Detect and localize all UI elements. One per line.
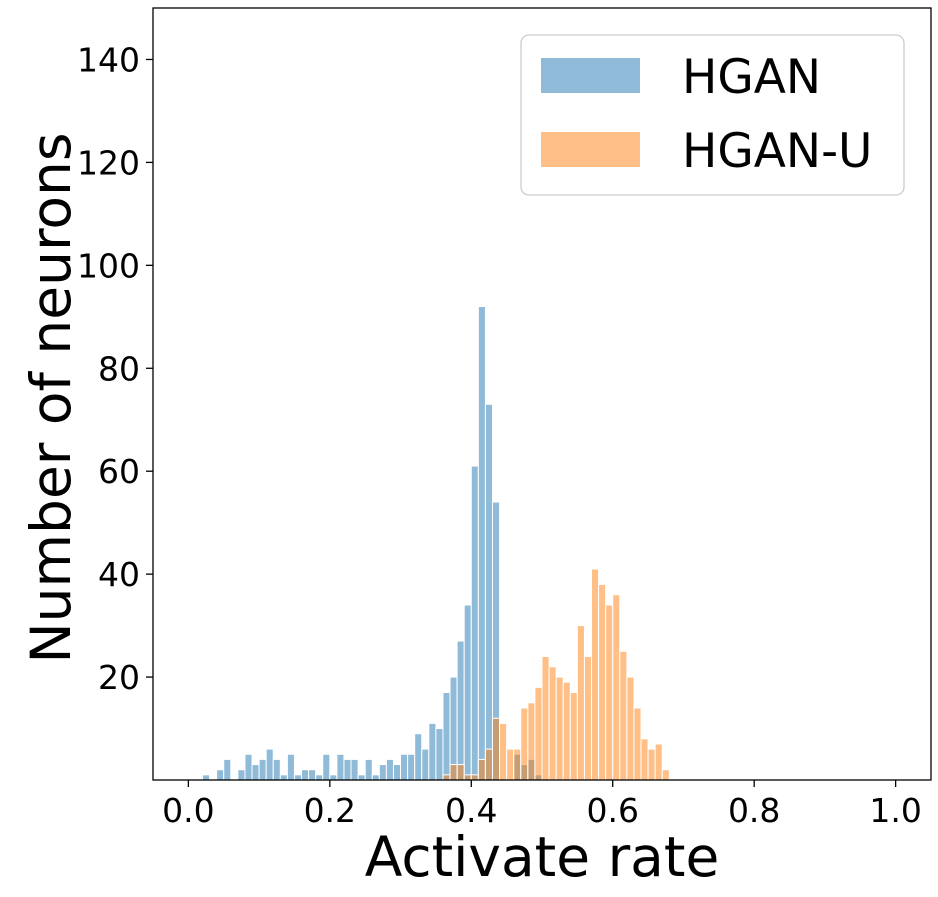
histogram-bar xyxy=(350,758,359,781)
y-axis-label: Number of neurons xyxy=(19,132,83,663)
x-tick-label: 0.6 xyxy=(586,791,638,830)
histogram-bar xyxy=(647,748,656,781)
histogram-bar xyxy=(251,764,260,781)
histogram-bar xyxy=(202,774,211,781)
series-hgan xyxy=(202,306,543,781)
histogram-bar xyxy=(364,758,373,781)
histogram-bar xyxy=(626,676,635,781)
ticks-layer: 0.0 0.2 0.4 0.6 0.8 1.0 20 40 60 80 100 120 140 xyxy=(77,40,922,830)
histogram-bar xyxy=(272,758,281,781)
histogram-bar xyxy=(435,728,444,781)
histogram-bar xyxy=(534,686,543,781)
histogram-bar xyxy=(541,655,550,781)
y-tick-label: 60 xyxy=(98,452,140,491)
histogram-bar xyxy=(640,738,649,781)
histogram-bar xyxy=(470,465,479,781)
histogram-bar xyxy=(357,774,366,781)
x-axis-label: Activate rate xyxy=(365,825,720,889)
histogram-bar xyxy=(286,753,295,781)
histogram-bar xyxy=(484,748,493,781)
histogram-bar xyxy=(513,748,522,781)
histogram-bar xyxy=(400,753,409,781)
histogram-bar xyxy=(520,707,529,781)
histogram-bar xyxy=(591,568,600,781)
histogram-bar xyxy=(237,769,246,781)
histogram-bar xyxy=(216,769,225,781)
histogram-bar xyxy=(258,758,267,781)
histogram-bar xyxy=(605,604,614,781)
histogram-bar xyxy=(583,655,593,781)
histogram-bar xyxy=(661,769,670,781)
y-tick-label: 80 xyxy=(98,349,140,388)
histogram-bar xyxy=(555,676,564,781)
histogram-bar xyxy=(463,774,472,781)
legend-swatch-hgan xyxy=(541,58,640,93)
histogram-bar xyxy=(322,753,331,781)
y-tick-label: 20 xyxy=(98,658,140,697)
histogram-bar xyxy=(619,650,628,781)
histogram-bar xyxy=(449,764,458,781)
histogram-bar xyxy=(301,769,310,781)
histogram-bar xyxy=(442,692,451,781)
histogram-bar xyxy=(407,753,416,781)
histogram-bar xyxy=(456,640,465,781)
histogram-bar xyxy=(569,692,578,781)
histogram-bar xyxy=(279,774,288,781)
x-tick-label: 1.0 xyxy=(869,791,921,830)
histogram-bar xyxy=(223,758,232,781)
histogram-bar xyxy=(371,774,380,781)
histogram-bar xyxy=(477,306,486,781)
y-tick-label: 140 xyxy=(77,40,140,79)
histogram-bar xyxy=(633,707,642,781)
y-tick-label: 40 xyxy=(98,555,140,594)
x-tick-label: 0.2 xyxy=(304,791,356,830)
histogram-bar xyxy=(598,583,607,781)
x-tick-label: 0.0 xyxy=(162,791,214,830)
legend-label-hgan: HGAN xyxy=(682,50,821,105)
histogram-bar xyxy=(548,666,557,781)
y-tick-label: 100 xyxy=(77,246,140,285)
histogram-bar xyxy=(506,748,515,781)
histogram-bar xyxy=(336,753,345,781)
plot-area-frame xyxy=(152,7,932,781)
histogram-bar xyxy=(442,774,451,781)
histogram-bar xyxy=(293,774,303,781)
legend-label-hgan-u: HGAN-U xyxy=(682,124,872,179)
histogram-bar xyxy=(343,758,352,781)
histogram-bar xyxy=(456,764,465,781)
x-tick-label: 0.4 xyxy=(445,791,497,830)
histogram-bar xyxy=(421,748,430,781)
histogram-bar xyxy=(265,748,274,781)
histogram-bar xyxy=(654,743,663,781)
histogram-bar xyxy=(470,774,479,781)
x-tick-label: 0.8 xyxy=(728,791,780,830)
histogram-bar xyxy=(463,604,472,781)
histogram-bar xyxy=(378,764,387,781)
histogram-bar xyxy=(499,722,508,781)
histogram-bar xyxy=(308,769,317,781)
histogram-bar xyxy=(385,758,394,781)
legend: HGAN HGAN-U xyxy=(520,34,905,196)
histogram-bar xyxy=(527,702,536,781)
histogram-bar xyxy=(244,753,253,781)
legend-swatch-hgan-u xyxy=(541,132,640,167)
histogram-bar xyxy=(315,774,324,781)
histogram-bar xyxy=(392,764,402,781)
histogram-bar xyxy=(329,774,338,781)
histogram-bar xyxy=(428,722,437,781)
histogram-bar xyxy=(612,594,621,781)
y-tick-label: 120 xyxy=(77,143,140,182)
histogram-bar xyxy=(562,681,571,781)
histogram-bar xyxy=(414,733,423,781)
histogram-bar xyxy=(484,403,493,781)
histogram-bar xyxy=(477,758,486,781)
histogram-bar xyxy=(491,717,501,781)
histogram-bar xyxy=(576,625,585,781)
